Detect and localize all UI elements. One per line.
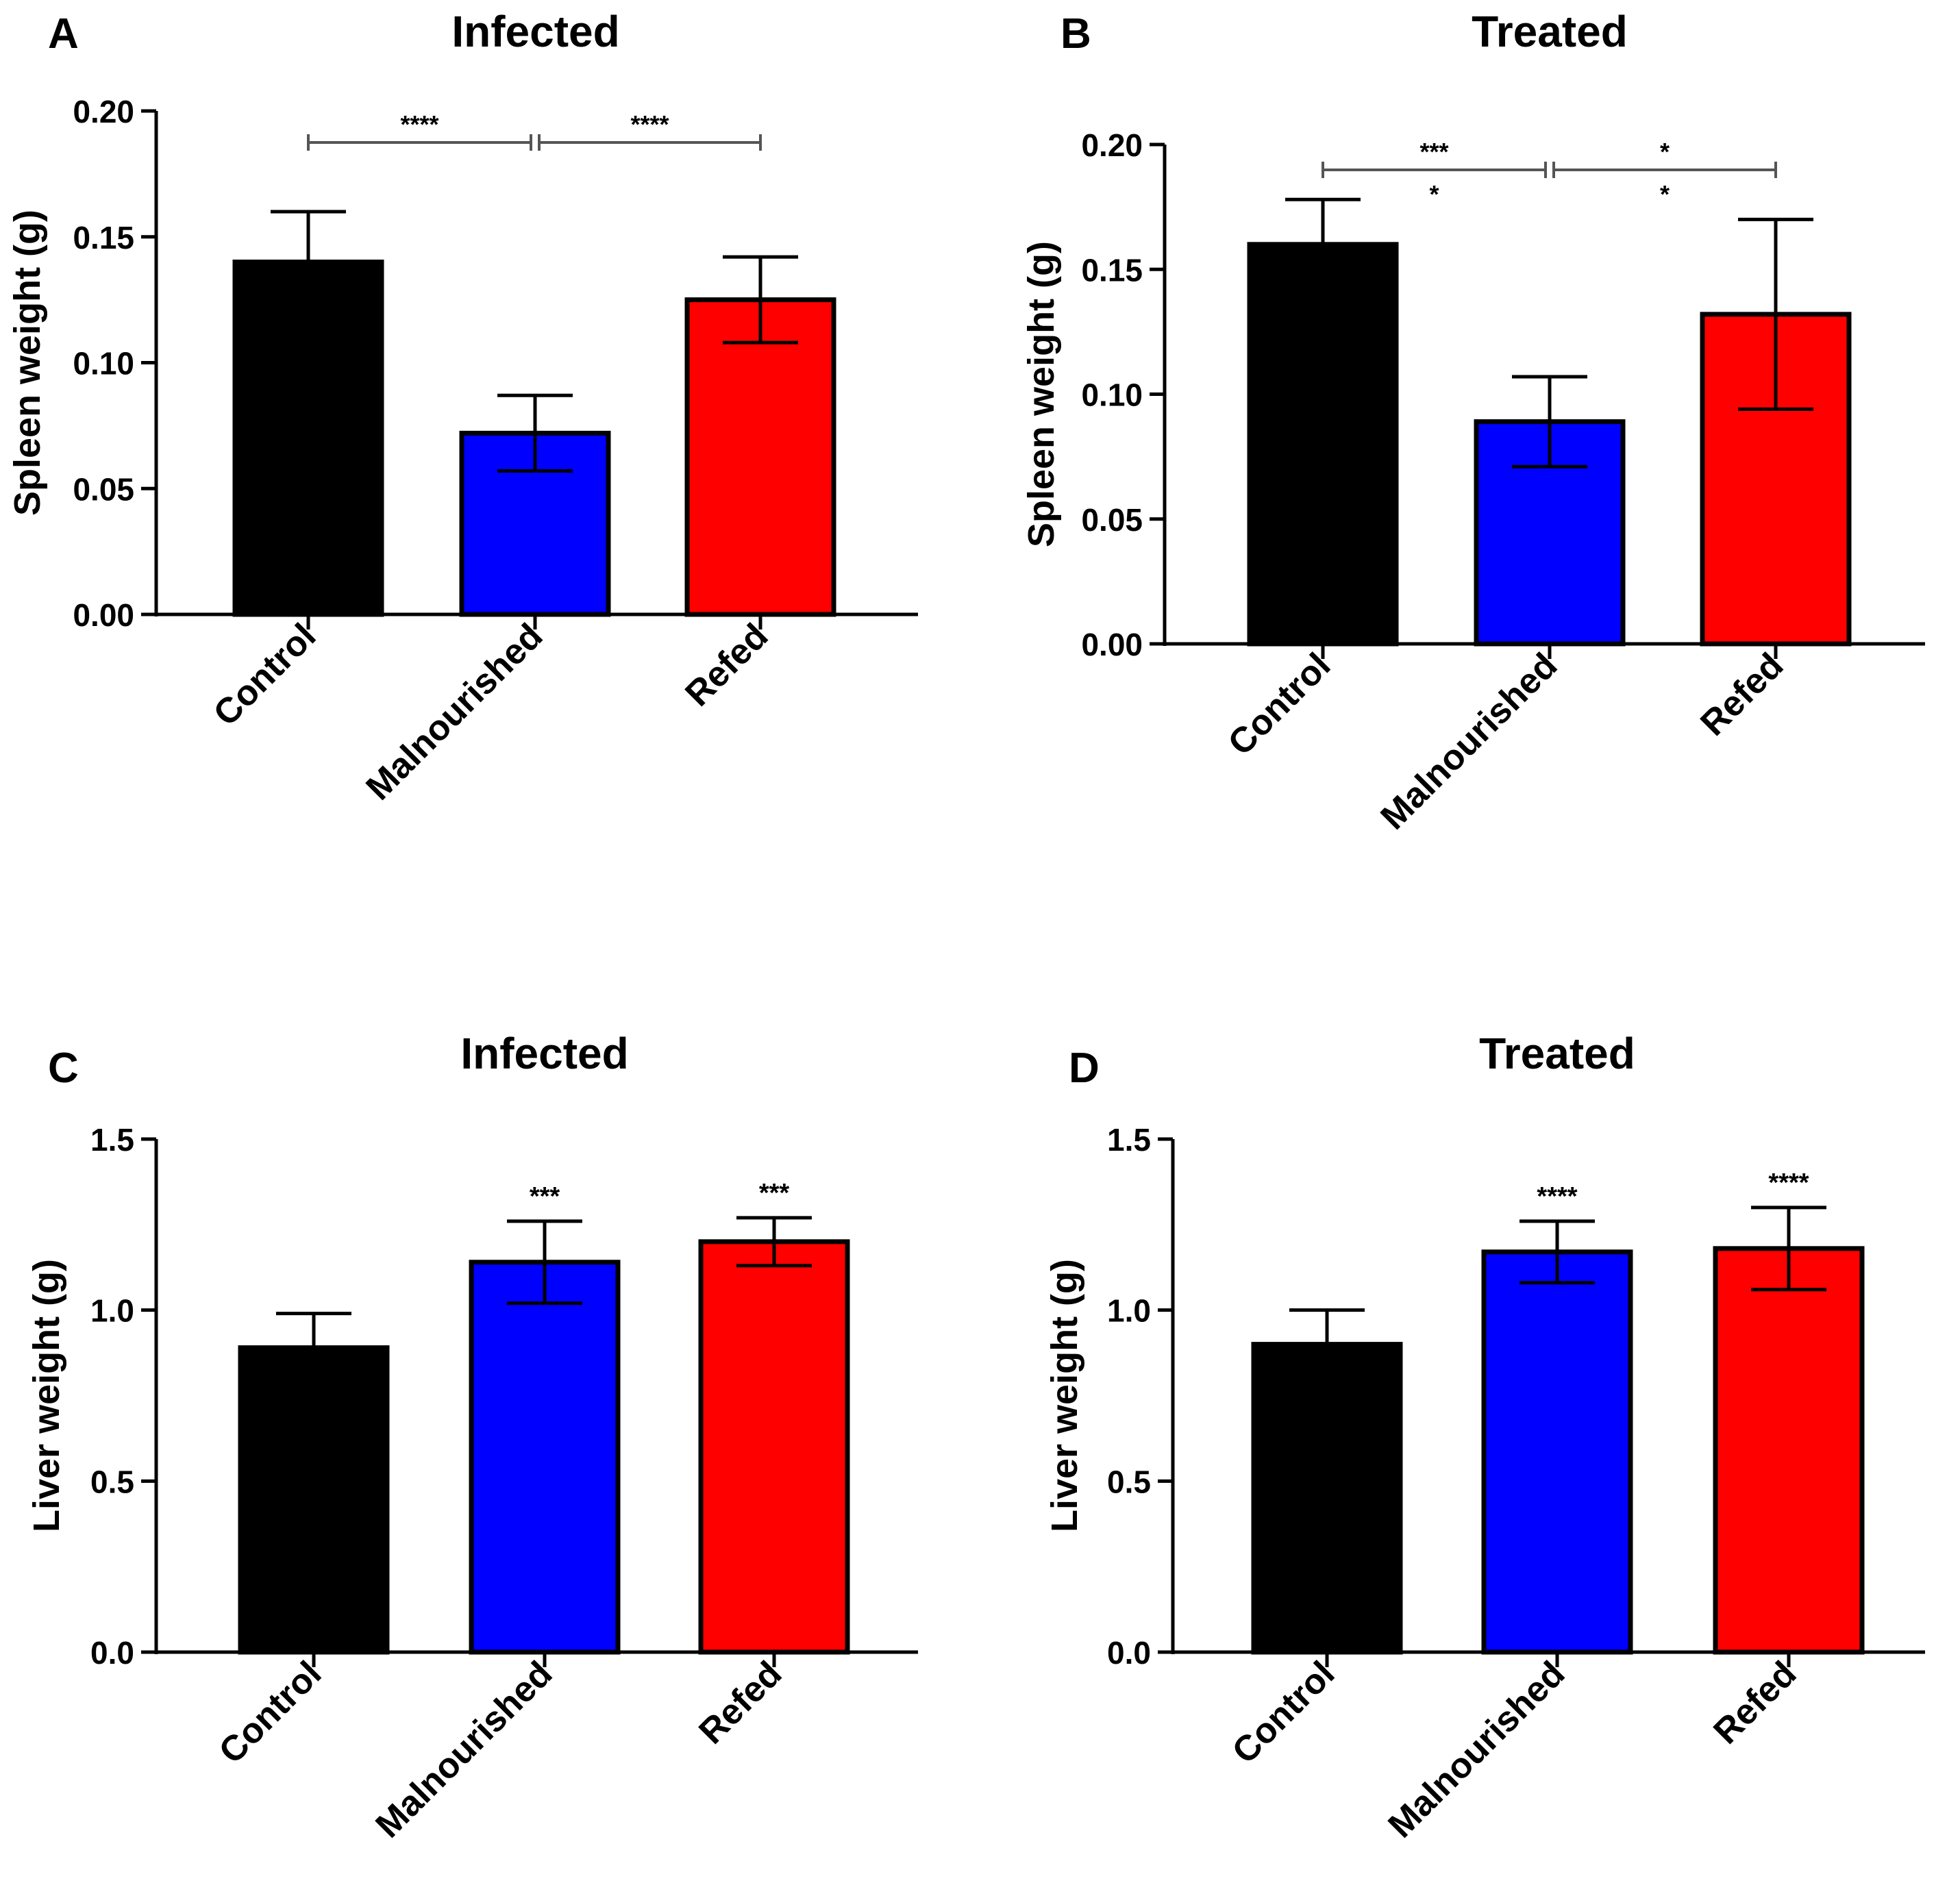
panel-letter: D <box>1069 1045 1100 1092</box>
bar-malnourished <box>1481 1249 1633 1655</box>
y-tick-label: 0.0 <box>1107 1635 1151 1671</box>
y-axis-label: Spleen weight (g) <box>7 210 48 516</box>
y-tick-label: 1.0 <box>90 1293 134 1329</box>
error-bar-control <box>1285 197 1361 291</box>
y-tick-label: 0.5 <box>1107 1464 1151 1499</box>
chart-title: Infected <box>451 7 619 56</box>
y-tick-label: 0.00 <box>1081 627 1143 662</box>
chart-title: Infected <box>460 1029 628 1078</box>
bar-refed <box>684 297 836 617</box>
y-tick-label: 1.5 <box>90 1122 134 1158</box>
error-bar-malnourished <box>1512 375 1587 469</box>
panel-letter: B <box>1060 10 1091 58</box>
y-tick-label: 0.00 <box>73 597 134 633</box>
error-bar-control <box>276 1312 351 1384</box>
significance-label: **** <box>630 110 669 138</box>
error-bar-control <box>1289 1308 1365 1381</box>
bar-control <box>1247 242 1399 647</box>
bar-annotation: *** <box>530 1182 560 1211</box>
y-tick-label: 0.5 <box>90 1464 134 1499</box>
significance-label: *** <box>1419 138 1448 166</box>
y-tick-label: 0.0 <box>90 1635 134 1671</box>
y-tick-label: 0.20 <box>73 94 134 129</box>
bar-malnourished <box>469 1260 621 1655</box>
y-tick-label: 1.5 <box>1107 1122 1151 1158</box>
y-tick-label: 0.10 <box>1081 377 1143 413</box>
y-tick-label: 0.15 <box>73 220 134 255</box>
y-tick-label: 1.0 <box>1107 1293 1151 1329</box>
error-bar-refed <box>723 255 798 345</box>
y-tick-label: 0.05 <box>1081 502 1143 538</box>
significance-label: * <box>1429 180 1439 208</box>
chart-title: Treated <box>1472 7 1628 56</box>
panel-letter: C <box>48 1045 79 1092</box>
bar-annotation: *** <box>759 1179 790 1208</box>
bar-control <box>238 1345 390 1655</box>
bar-control <box>232 260 384 617</box>
y-axis-label: Spleen weight (g) <box>1021 241 1062 547</box>
y-axis-label: Liver weight (g) <box>26 1259 67 1532</box>
significance-bracket: **** <box>307 110 532 151</box>
bar-annotation: **** <box>1768 1169 1809 1197</box>
significance-bracket: **** <box>1322 138 1547 208</box>
y-axis-label: Liver weight (g) <box>1044 1259 1085 1532</box>
y-tick-label: 0.15 <box>1081 252 1143 288</box>
error-bar-refed <box>1751 1206 1826 1292</box>
error-bar-refed <box>1738 217 1813 411</box>
significance-bracket: **** <box>538 110 762 151</box>
significance-label: **** <box>400 110 438 138</box>
error-bar-refed <box>736 1216 812 1268</box>
significance-label: * <box>1660 138 1670 166</box>
y-tick-label: 0.05 <box>73 471 134 507</box>
bar-annotation: **** <box>1537 1182 1577 1211</box>
bar-refed <box>698 1239 850 1655</box>
significance-label: * <box>1660 180 1670 208</box>
error-bar-malnourished <box>1519 1219 1595 1285</box>
y-tick-label: 0.20 <box>1081 127 1143 163</box>
chart-title: Treated <box>1479 1029 1635 1078</box>
panel-letter: A <box>48 10 79 58</box>
bar-control <box>1251 1342 1403 1655</box>
error-bar-malnourished <box>497 393 573 473</box>
bar-refed <box>1713 1246 1865 1655</box>
y-tick-label: 0.10 <box>73 346 134 382</box>
significance-bracket: ** <box>1552 138 1777 208</box>
error-bar-malnourished <box>507 1219 582 1306</box>
error-bar-control <box>271 210 346 314</box>
panel-a: A Infected Spleen weight (g) 0.00 0.05 0.10 0.… <box>7 7 918 808</box>
